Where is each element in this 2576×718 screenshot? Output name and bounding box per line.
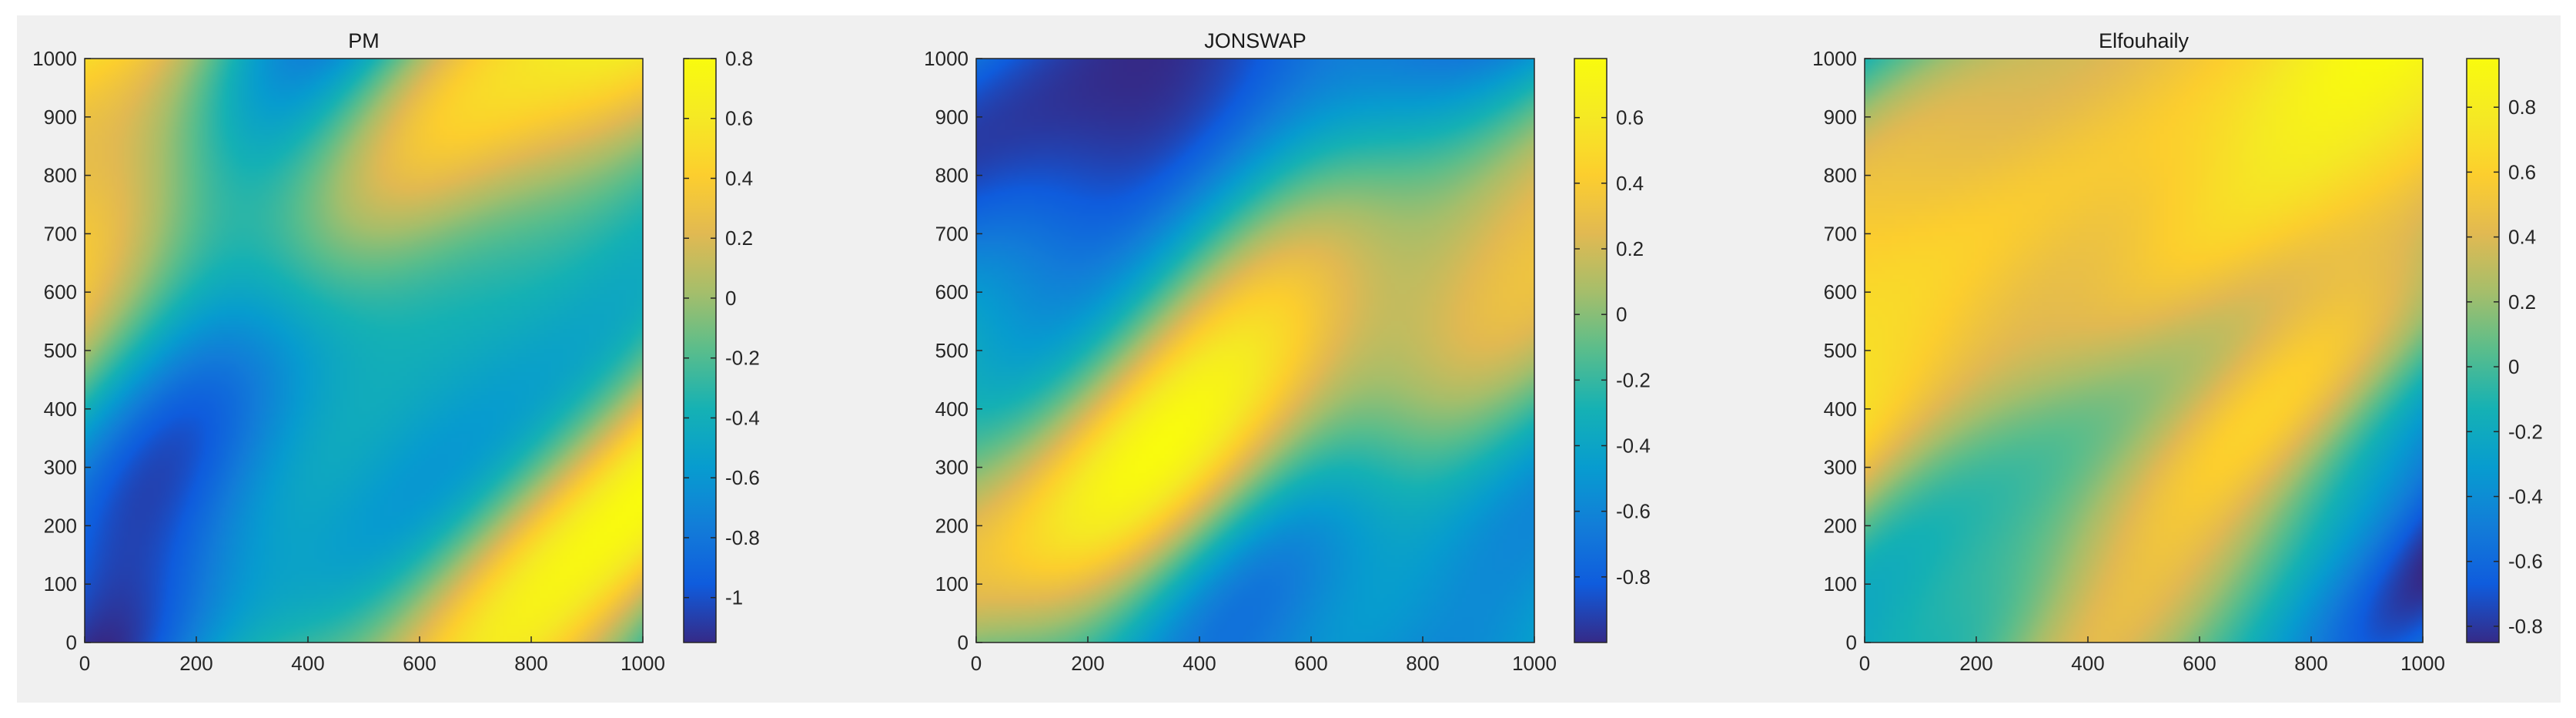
colorbar-tick-label: -0.8 — [1616, 565, 1651, 589]
colorbar-tick-label: -0.4 — [2508, 485, 2543, 508]
colorbar — [683, 58, 717, 643]
x-tick-label: 400 — [291, 652, 324, 675]
subplot-1: PM 0 200 400 600 800 1000 0 100 200 300 400 500 600 70… — [32, 29, 760, 675]
x-tick-label: 400 — [2071, 652, 2104, 675]
subplot-2: JONSWAP 0 200 400 600 800 1000 0 100 200 300 400 500… — [924, 29, 1651, 675]
y-tick-label: 100 — [1824, 572, 1857, 596]
figure-canvas: PM0 200 400 600 800 1000010020030040050060070… — [32, 29, 2543, 675]
x-tick-label: 400 — [1183, 652, 1216, 675]
y-tick-label: 400 — [1824, 398, 1857, 421]
y-tick-label: 0 — [66, 631, 77, 654]
y-tick-label: 500 — [935, 339, 969, 362]
y-tick-label: 200 — [1824, 514, 1857, 537]
x-tick-label: 200 — [1959, 652, 1992, 675]
y-tick-label: 0 — [1846, 631, 1857, 654]
y-tick-label: 0 — [958, 631, 969, 654]
colorbar-tick-label: -0.2 — [1616, 368, 1651, 391]
colorbar-tick-label: -0.8 — [725, 526, 760, 549]
x-tick-label: 0 — [1859, 652, 1870, 675]
x-tick-label: 0 — [79, 652, 90, 675]
y-tick-label: 900 — [44, 106, 77, 129]
y-tick-label: 400 — [935, 398, 969, 421]
colorbar-tick-label: -1 — [725, 586, 743, 609]
y-tick-label: 800 — [935, 164, 969, 187]
colorbar-tick-label: 0.8 — [2508, 96, 2536, 119]
x-tick-label: 600 — [1294, 652, 1327, 675]
colorbar-tick-label: -0.6 — [2508, 550, 2543, 573]
y-tick-label: 300 — [935, 456, 969, 479]
y-tick-label: 600 — [935, 280, 969, 304]
colorbar-tick-label: 0.2 — [2508, 290, 2536, 314]
colorbar-tick-label: -0.4 — [725, 406, 760, 429]
figure: PM 0 200 400 600 800 1000 0 100 200 300 400 500 600 70… — [17, 15, 2561, 703]
y-tick-label: 1000 — [1812, 47, 1857, 70]
y-tick-label: 900 — [935, 106, 969, 129]
colorbar-tick-label: 0.6 — [725, 107, 753, 130]
x-tick-label: 800 — [514, 652, 547, 675]
chart-title: PM — [348, 29, 380, 52]
colorbar-tick-label: 0.6 — [2508, 160, 2536, 183]
colorbar-tick-label: -0.4 — [1616, 434, 1651, 457]
y-tick-label: 900 — [1824, 106, 1857, 129]
colorbar — [1574, 58, 1607, 643]
heatmap-image — [976, 59, 1534, 643]
x-tick-label: 1000 — [1512, 652, 1557, 675]
x-tick-label: 800 — [2294, 652, 2327, 675]
y-tick-label: 200 — [935, 514, 969, 537]
heatmap-image — [1865, 59, 2423, 643]
y-tick-label: 700 — [44, 222, 77, 245]
x-tick-label: 600 — [403, 652, 436, 675]
chart-title: Elfouhaily — [2099, 29, 2190, 52]
x-tick-label: 1000 — [621, 652, 665, 675]
y-tick-label: 1000 — [924, 47, 969, 70]
y-tick-label: 500 — [1824, 339, 1857, 362]
colorbar-tick-label: 0.6 — [1616, 106, 1644, 129]
colorbar-tick-label: -0.6 — [1616, 500, 1651, 523]
x-tick-label: 200 — [1071, 652, 1104, 675]
y-tick-label: 300 — [1824, 456, 1857, 479]
y-tick-label: 100 — [44, 572, 77, 596]
colorbar-tick-label: 0.2 — [1616, 237, 1644, 260]
colorbar-tick-label: -0.6 — [725, 466, 760, 489]
colorbar-tick-label: 0.2 — [725, 226, 753, 250]
x-tick-label: 1000 — [2400, 652, 2445, 675]
y-tick-label: 1000 — [32, 47, 77, 70]
x-tick-label: 600 — [2183, 652, 2216, 675]
colorbar-tick-label: -0.8 — [2508, 615, 2543, 638]
y-tick-label: 500 — [44, 339, 77, 362]
subplot-3: Elfouhaily 0 200 400 600 800 1000 0 100 200 300 400… — [1812, 29, 2543, 675]
x-tick-label: 200 — [179, 652, 212, 675]
y-tick-label: 800 — [1824, 164, 1857, 187]
y-tick-label: 700 — [1824, 222, 1857, 245]
colorbar-tick-label: -0.2 — [2508, 420, 2543, 443]
colorbar-tick-label: 0.8 — [725, 47, 753, 70]
colorbar-tick-label: 0 — [2508, 355, 2519, 378]
colorbar-tick-label: -0.2 — [725, 347, 760, 370]
x-tick-label: 800 — [1406, 652, 1439, 675]
colorbar-tick-label: 0.4 — [725, 166, 753, 190]
colorbar — [2466, 58, 2500, 643]
colorbar-tick-label: 0 — [1616, 303, 1627, 326]
y-tick-label: 700 — [935, 222, 969, 245]
y-tick-label: 600 — [44, 280, 77, 304]
colorbar-tick-label: 0.4 — [1616, 172, 1644, 195]
y-tick-label: 300 — [44, 456, 77, 479]
y-tick-label: 100 — [935, 572, 969, 596]
y-tick-label: 600 — [1824, 280, 1857, 304]
x-tick-label: 0 — [971, 652, 982, 675]
chart-title: JONSWAP — [1204, 29, 1306, 52]
y-tick-label: 800 — [44, 164, 77, 187]
colorbar-tick-label: 0 — [725, 287, 736, 310]
y-tick-label: 400 — [44, 398, 77, 421]
colorbar-tick-label: 0.4 — [2508, 226, 2536, 249]
heatmap-image — [85, 59, 643, 643]
y-tick-label: 200 — [44, 514, 77, 537]
